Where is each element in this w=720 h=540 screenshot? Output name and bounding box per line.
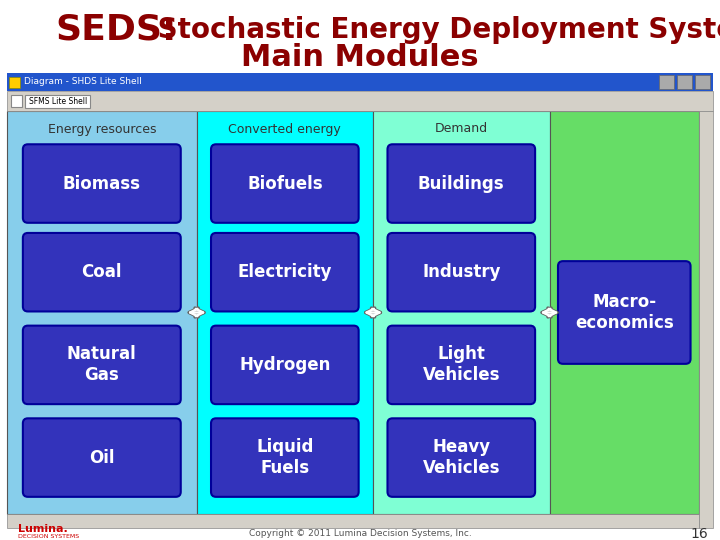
FancyBboxPatch shape (25, 95, 90, 108)
Text: Light
Vehicles: Light Vehicles (423, 346, 500, 384)
Text: Energy resources: Energy resources (48, 123, 156, 136)
FancyBboxPatch shape (23, 233, 181, 312)
Text: Coal: Coal (81, 263, 122, 281)
Text: Biomass: Biomass (63, 174, 141, 193)
Text: Converted energy: Converted energy (228, 123, 341, 136)
FancyBboxPatch shape (677, 75, 692, 89)
FancyBboxPatch shape (23, 326, 181, 404)
FancyBboxPatch shape (7, 91, 713, 111)
Text: 16: 16 (690, 527, 708, 540)
Text: SEDS:: SEDS: (55, 13, 176, 47)
FancyBboxPatch shape (7, 514, 699, 528)
FancyBboxPatch shape (558, 261, 690, 364)
FancyBboxPatch shape (695, 75, 710, 89)
FancyBboxPatch shape (211, 233, 359, 312)
Text: Buildings: Buildings (418, 174, 505, 193)
FancyBboxPatch shape (211, 418, 359, 497)
Text: Main Modules: Main Modules (241, 44, 479, 72)
FancyBboxPatch shape (387, 418, 535, 497)
Text: Diagram - SHDS Lite Shell: Diagram - SHDS Lite Shell (24, 78, 142, 86)
FancyBboxPatch shape (211, 326, 359, 404)
Text: Oil: Oil (89, 449, 114, 467)
FancyBboxPatch shape (7, 73, 713, 91)
Text: Electricity: Electricity (238, 263, 332, 281)
FancyBboxPatch shape (211, 144, 359, 223)
Text: Liquid
Fuels: Liquid Fuels (256, 438, 313, 477)
Text: Copyright © 2011 Lumina Decision Systems, Inc.: Copyright © 2011 Lumina Decision Systems… (248, 530, 472, 538)
Text: SFMS Lite Shell: SFMS Lite Shell (29, 97, 87, 105)
Text: Heavy
Vehicles: Heavy Vehicles (423, 438, 500, 477)
FancyBboxPatch shape (699, 111, 713, 528)
FancyBboxPatch shape (23, 144, 181, 223)
FancyBboxPatch shape (549, 111, 699, 514)
Text: DECISION SYSTEMS: DECISION SYSTEMS (18, 535, 79, 539)
FancyBboxPatch shape (659, 75, 674, 89)
Text: Lumina.: Lumina. (18, 524, 68, 534)
Text: Biofuels: Biofuels (247, 174, 323, 193)
FancyBboxPatch shape (197, 111, 373, 514)
Text: Hydrogen: Hydrogen (239, 356, 330, 374)
FancyBboxPatch shape (23, 418, 181, 497)
FancyBboxPatch shape (9, 77, 20, 88)
FancyBboxPatch shape (7, 111, 197, 514)
FancyBboxPatch shape (11, 95, 22, 107)
FancyBboxPatch shape (387, 233, 535, 312)
Text: Natural
Gas: Natural Gas (67, 346, 137, 384)
Text: Stochastic Energy Deployment System.: Stochastic Energy Deployment System. (148, 16, 720, 44)
Text: Demand: Demand (435, 123, 488, 136)
FancyBboxPatch shape (387, 144, 535, 223)
Text: Macro-
economics: Macro- economics (575, 293, 674, 332)
FancyBboxPatch shape (387, 326, 535, 404)
Text: Industry: Industry (422, 263, 500, 281)
FancyBboxPatch shape (373, 111, 549, 514)
